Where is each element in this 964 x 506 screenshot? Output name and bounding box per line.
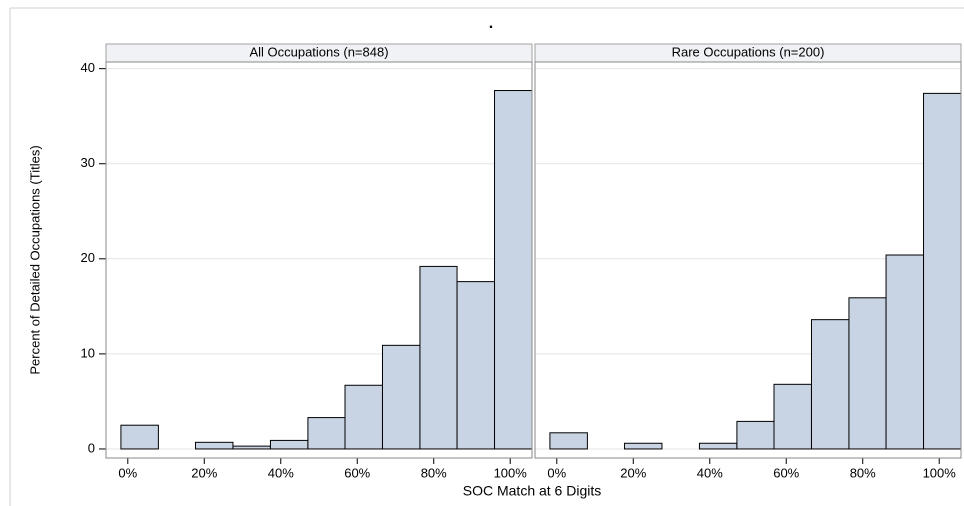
bar	[120, 424, 159, 450]
x-tick-label: 100%	[494, 465, 528, 480]
x-tick-label: 60%	[773, 465, 799, 480]
y-axis-label: Percent of Detailed Occupations (Titles)	[27, 145, 42, 374]
x-tick-label: 20%	[191, 465, 217, 480]
y-tick-label: 0	[88, 440, 95, 455]
bar	[810, 319, 850, 450]
y-tick-label: 20	[81, 250, 95, 265]
panel-frame	[105, 61, 533, 459]
bar	[698, 442, 738, 450]
bar	[232, 445, 271, 450]
chart-title: .	[489, 15, 493, 32]
x-tick-label: 40%	[697, 465, 723, 480]
bar	[549, 432, 588, 450]
bar	[923, 92, 962, 450]
bar	[623, 442, 663, 450]
bar	[885, 254, 925, 450]
bar	[344, 384, 383, 450]
y-tick-label: 40	[81, 60, 95, 75]
y-tick-label: 30	[81, 155, 95, 170]
x-tick-label: 80%	[850, 465, 876, 480]
bar	[194, 441, 234, 450]
x-tick-label: 100%	[923, 465, 957, 480]
x-axis-label: SOC Match at 6 Digits	[463, 483, 602, 499]
x-tick-label: 20%	[620, 465, 646, 480]
x-tick-label: 80%	[421, 465, 447, 480]
x-tick-label: 60%	[344, 465, 370, 480]
bar	[773, 383, 812, 450]
bar	[848, 297, 887, 450]
x-tick-label: 0%	[547, 465, 566, 480]
y-tick-label: 10	[81, 345, 95, 360]
bar	[269, 439, 309, 450]
bar	[419, 265, 458, 450]
bar	[456, 281, 496, 450]
bar	[736, 420, 775, 450]
bar	[494, 90, 533, 450]
bar	[381, 344, 421, 450]
panel-title: All Occupations (n=848)	[249, 44, 388, 59]
panel-frame	[534, 61, 962, 459]
bar	[307, 417, 346, 450]
x-tick-label: 0%	[118, 465, 137, 480]
x-tick-label: 40%	[268, 465, 294, 480]
panel-title: Rare Occupations (n=200)	[672, 44, 825, 59]
